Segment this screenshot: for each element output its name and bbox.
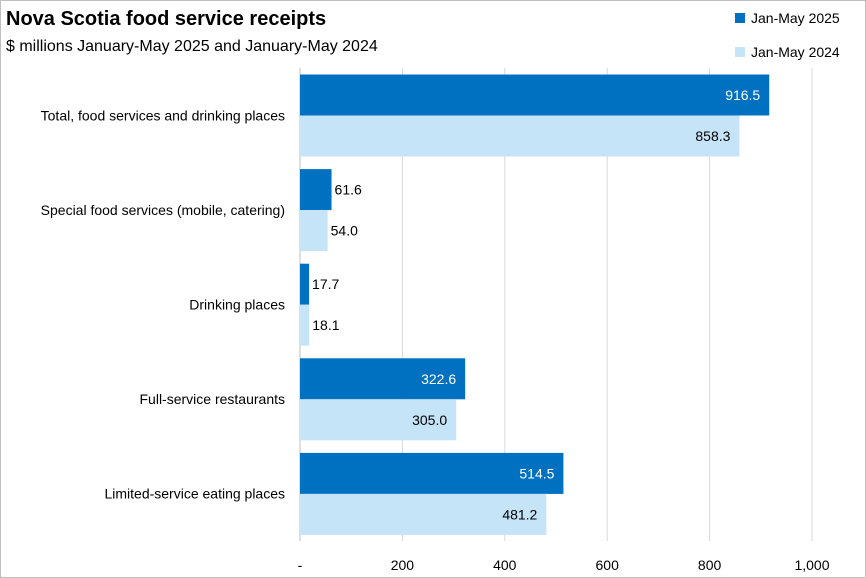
legend-item-2024: Jan-May 2024 [735, 44, 840, 60]
bar-s0-c4 [300, 452, 564, 494]
bar-s0-c0 [300, 74, 770, 116]
legend-swatch-2025 [735, 13, 745, 23]
x-tick-label-1: 200 [391, 557, 415, 573]
data-label-s0-c0: 916.5 [725, 87, 760, 103]
data-label-s0-c2: 17.7 [312, 276, 339, 292]
x-tick-label-2: 400 [493, 557, 517, 573]
legend-label-2025: Jan-May 2025 [751, 10, 840, 26]
bar-s1-c0 [300, 115, 740, 157]
legend-label-2024: Jan-May 2024 [751, 44, 840, 60]
category-label-1: Special food services (mobile, catering) [41, 202, 285, 218]
category-label-0: Total, food services and drinking places [41, 107, 285, 123]
chart-subtitle: $ millions January-May 2025 and January-… [6, 38, 378, 55]
data-label-s1-c4: 481.2 [502, 506, 537, 522]
x-tick-label-0: - [298, 557, 303, 573]
bar-s1-c1 [300, 210, 328, 252]
bar-s0-c2 [300, 263, 310, 305]
data-label-s1-c0: 858.3 [695, 128, 730, 144]
data-label-s0-c4: 514.5 [519, 465, 554, 481]
data-label-s1-c2: 18.1 [312, 317, 339, 333]
legend-item-2025: Jan-May 2025 [735, 10, 840, 26]
category-label-4: Limited-service eating places [104, 486, 285, 502]
category-label-2: Drinking places [189, 297, 285, 313]
bar-s0-c1 [300, 169, 332, 211]
bar-s1-c2 [300, 304, 310, 346]
x-tick-label-3: 600 [596, 557, 620, 573]
bar-s0-c3 [300, 358, 466, 400]
bar-s1-c4 [300, 493, 547, 535]
category-label-3: Full-service restaurants [140, 391, 286, 407]
data-label-s1-c3: 305.0 [412, 412, 447, 428]
bar-s1-c3 [300, 399, 457, 441]
legend-swatch-2024 [735, 47, 745, 57]
chart-title: Nova Scotia food service receipts [6, 8, 327, 30]
x-tick-label-4: 800 [698, 557, 722, 573]
data-label-s0-c1: 61.6 [335, 182, 362, 198]
x-tick-label-5: 1,000 [794, 557, 829, 573]
data-label-s0-c3: 322.6 [421, 371, 456, 387]
data-label-s1-c1: 54.0 [331, 223, 358, 239]
